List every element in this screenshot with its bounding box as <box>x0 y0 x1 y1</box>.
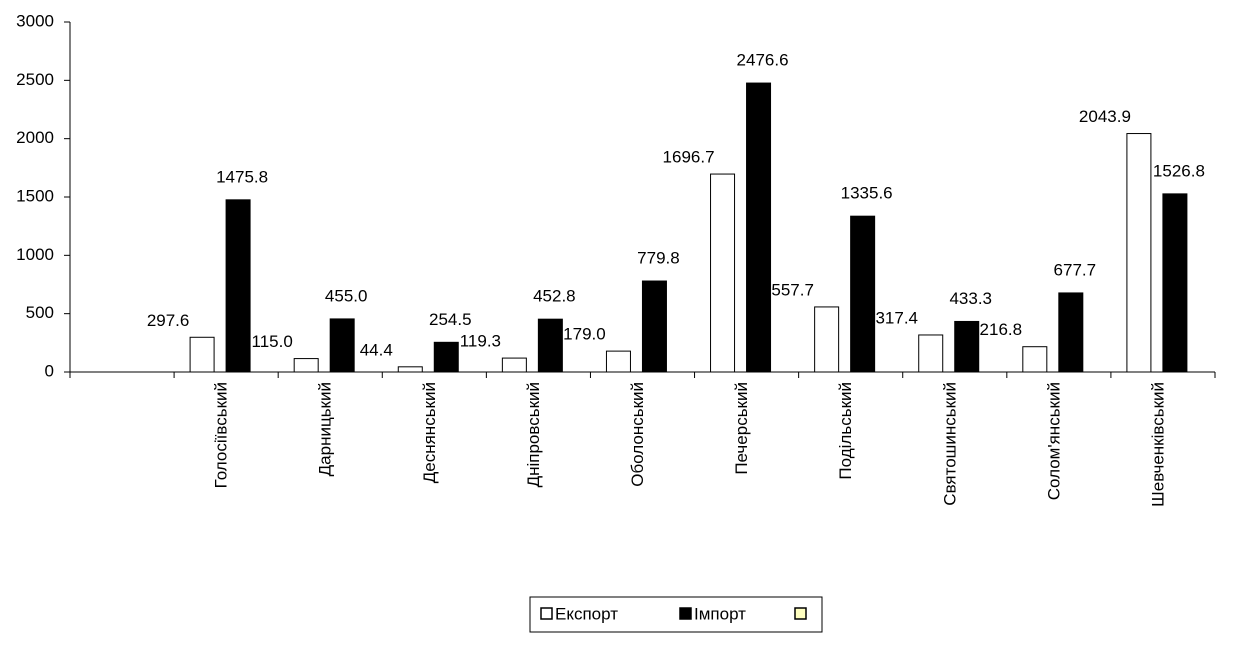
bar <box>397 366 423 373</box>
bar <box>605 350 631 373</box>
bar <box>746 82 772 373</box>
y-tick-label: 500 <box>26 303 54 322</box>
bar <box>1058 292 1084 373</box>
bar <box>433 341 459 373</box>
legend-swatch <box>679 607 692 620</box>
data-label: 317.4 <box>875 308 918 327</box>
data-label: 455.0 <box>325 286 368 305</box>
bar <box>814 306 840 373</box>
legend-swatch <box>794 607 807 620</box>
y-tick-label: 1000 <box>16 245 54 264</box>
bar <box>1126 133 1152 373</box>
x-tick-label: Солом'янський <box>1044 382 1063 500</box>
bar <box>1022 346 1048 373</box>
x-tick-label: Голосіївський <box>212 382 231 488</box>
data-label: 216.8 <box>980 320 1023 339</box>
bar <box>293 358 319 373</box>
data-label: 1526.8 <box>1153 161 1205 180</box>
bar <box>850 215 876 373</box>
bar <box>1162 193 1188 373</box>
data-label: 44.4 <box>360 340 393 359</box>
data-label: 779.8 <box>637 249 680 268</box>
y-tick-label: 2000 <box>16 128 54 147</box>
bar <box>225 199 251 373</box>
data-label: 297.6 <box>147 311 190 330</box>
legend-swatch <box>540 607 553 620</box>
data-label: 254.5 <box>429 310 472 329</box>
data-label: 1475.8 <box>216 167 268 186</box>
bar <box>189 336 215 373</box>
y-tick-label: 1500 <box>16 186 54 205</box>
data-label: 179.0 <box>563 325 606 344</box>
legend-box <box>529 596 823 633</box>
data-label: 677.7 <box>1054 260 1097 279</box>
bar <box>501 357 527 373</box>
bar <box>954 320 980 373</box>
y-tick-label: 0 <box>45 361 54 380</box>
x-tick-label: Оболонський <box>628 382 647 487</box>
data-label: 2043.9 <box>1079 107 1131 126</box>
y-tick-label: 3000 <box>16 11 54 30</box>
data-label: 433.3 <box>949 289 992 308</box>
x-tick-label: Печерський <box>732 382 751 475</box>
data-label: 115.0 <box>252 332 293 351</box>
bar <box>641 280 667 373</box>
x-tick-label: Святошинський <box>940 382 959 506</box>
data-label: 1335.6 <box>841 184 893 203</box>
bar <box>710 173 736 373</box>
data-label: 119.3 <box>460 332 501 351</box>
x-tick-label: Шевченківський <box>1148 382 1167 507</box>
data-label: 1696.7 <box>663 148 715 167</box>
data-label: 557.7 <box>771 280 814 299</box>
x-tick-label: Подільський <box>836 382 855 480</box>
bar <box>537 318 563 373</box>
data-label: 452.8 <box>533 287 576 306</box>
x-tick-label: Дарницький <box>316 382 335 476</box>
bar <box>329 318 355 373</box>
legend-label: Імпорт <box>694 604 746 623</box>
x-tick-label: Деснянський <box>420 382 439 483</box>
y-tick-label: 2500 <box>16 70 54 89</box>
data-label: 2476.6 <box>737 51 789 70</box>
legend-label: Експорт <box>555 604 618 623</box>
bar <box>918 334 944 373</box>
x-tick-label: Дніпровський <box>524 382 543 487</box>
